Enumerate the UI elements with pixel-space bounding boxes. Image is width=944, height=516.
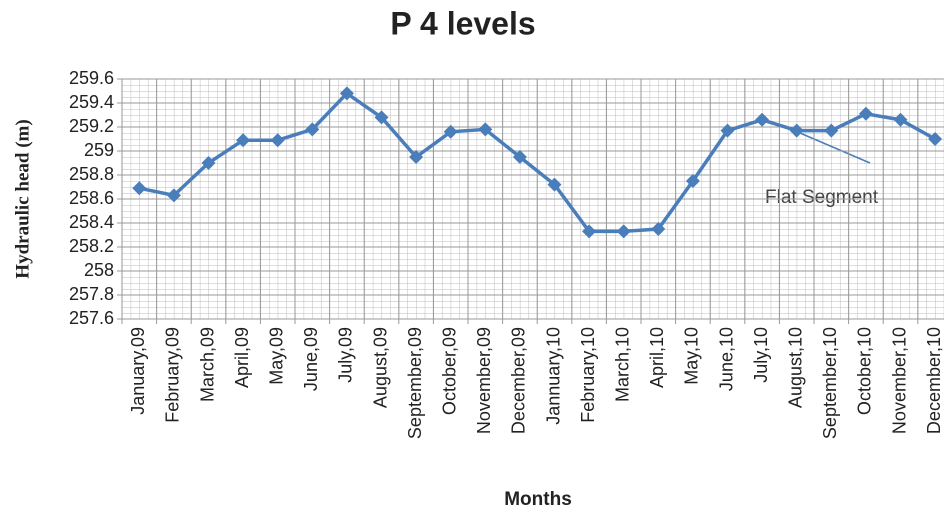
marker [339,86,354,101]
marker [132,181,147,196]
marker [305,122,320,137]
x-tick-label: May,09 [266,327,286,385]
x-tick-label: February,09 [163,327,183,423]
marker [858,106,873,121]
annotation: Flat Segment [765,187,879,208]
marker [755,112,770,127]
y-tick-label: 259.4 [69,92,114,112]
marker [928,132,943,146]
x-tick-label: September,10 [820,327,840,439]
x-tick-label: October,10 [855,327,875,415]
x-tick-label: Jannuary,10 [543,327,563,425]
marker [651,222,666,236]
marker [789,123,804,138]
y-axis-title: Hydraulic head (m) [12,119,33,278]
x-tick-label: October,09 [439,327,459,415]
x-tick-label: December,09 [509,327,529,434]
y-tick-label: 258 [84,260,114,280]
y-tick-label: 257.8 [69,284,114,304]
y-tick-label: 259 [84,140,114,160]
marker [409,150,424,164]
x-tick-label: September,09 [405,327,425,439]
annotation-arrow [799,132,871,164]
x-tick-label: November,10 [889,327,909,434]
x-tick-label: April,09 [232,327,252,388]
marker [720,123,735,138]
x-tick-label: July,10 [751,327,771,383]
marker [616,224,631,239]
x-tick-label: February,10 [578,327,598,423]
x-tick-label: June,10 [716,327,736,391]
marker [582,224,597,239]
marker [236,133,251,148]
y-tick-label: 258.8 [69,164,114,184]
marker [478,122,493,137]
marker [824,123,839,138]
x-tick-label: November,09 [474,327,494,434]
marker [512,150,527,164]
marker [374,110,389,125]
y-tick-label: 259.2 [69,116,114,136]
x-tick-label: January,09 [128,327,148,415]
x-tick-label: December,10 [924,327,944,434]
x-tick-label: March,10 [612,327,632,402]
y-tick-label: 258.2 [69,236,114,256]
y-tick-label: 257.6 [69,308,114,328]
x-tick-label: March,09 [197,327,217,402]
x-tick-label: August,09 [370,327,390,408]
x-tick-label: June,09 [301,327,321,391]
marker [166,188,181,203]
y-tick-label: 259.6 [69,68,114,88]
marker [443,124,458,139]
x-tick-label: April,10 [647,327,667,388]
x-tick-label: July,09 [336,327,356,383]
x-tick-label: August,10 [785,327,805,408]
marker [685,174,700,188]
x-axis-title: Months [504,489,572,510]
x-tick-label: May,10 [682,327,702,385]
y-tick-label: 258.4 [69,212,114,232]
marker [270,133,285,148]
marker [547,177,562,192]
marker [893,112,908,127]
chart-title: P 4 levels [390,5,535,41]
y-tick-label: 258.6 [69,188,114,208]
marker [201,156,216,170]
